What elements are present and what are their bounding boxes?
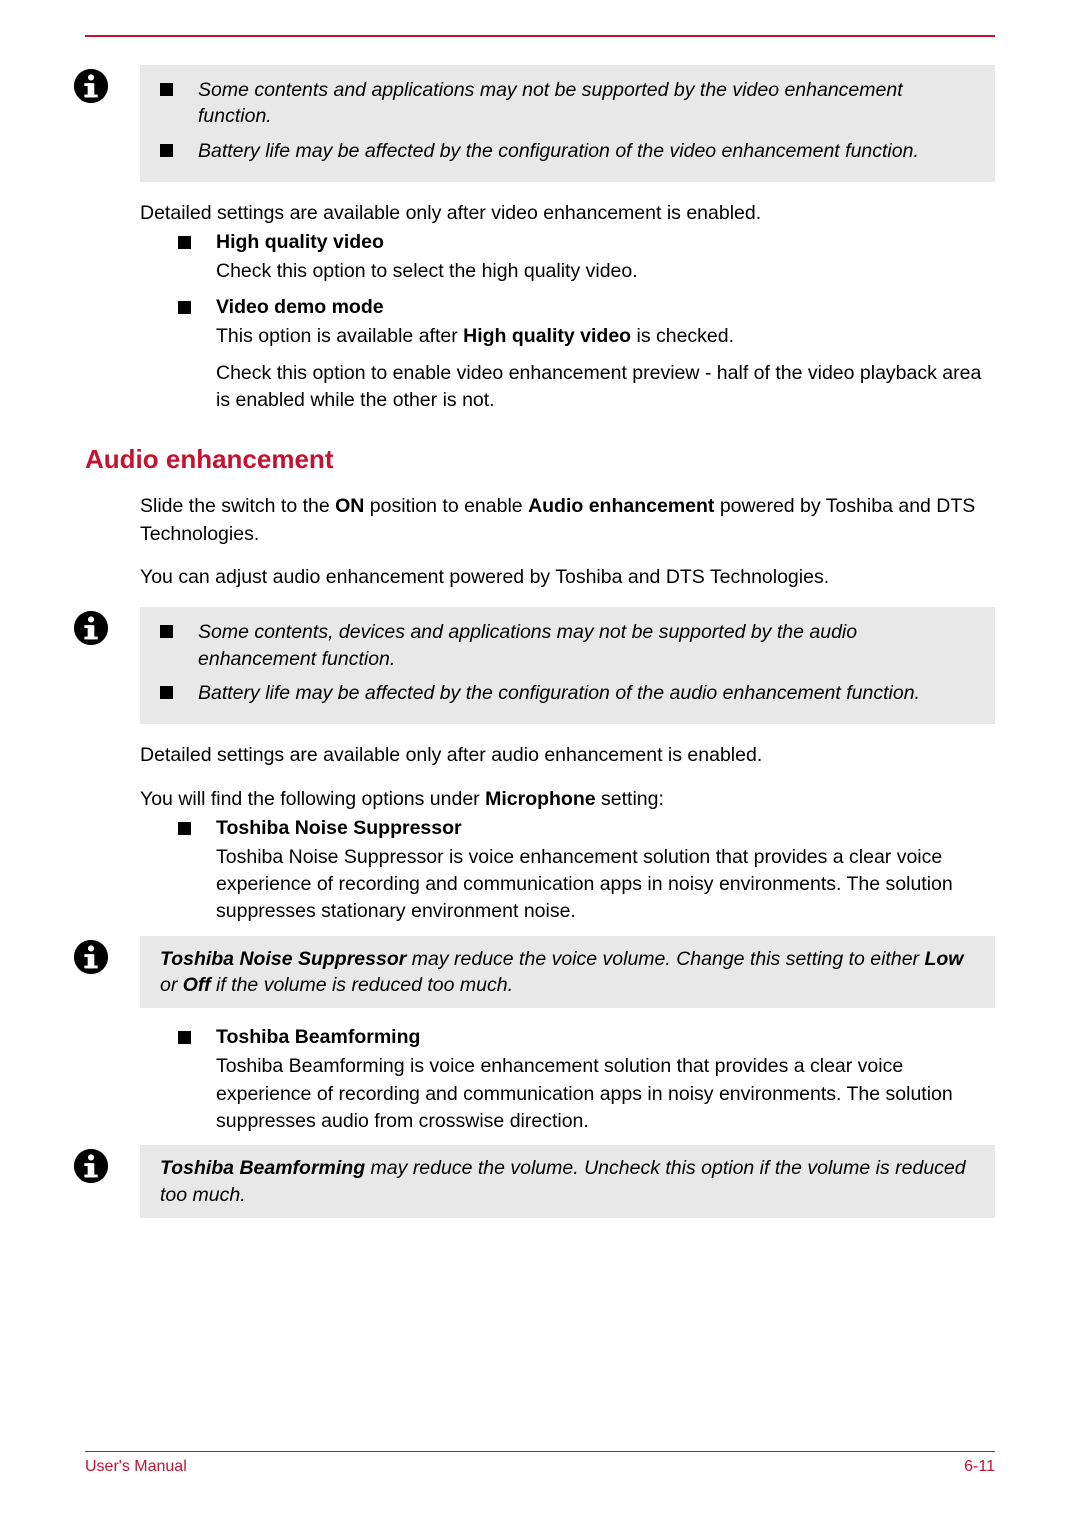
option-body: Check this option to enable video enhanc…: [216, 360, 995, 415]
content-area: Some contents and applications may not b…: [140, 65, 995, 1218]
bullet-icon: [160, 83, 173, 96]
bold-text: Off: [183, 974, 211, 996]
paragraph: Detailed settings are available only aft…: [140, 742, 995, 769]
page-footer: User's Manual 6-11: [85, 1451, 995, 1476]
paragraph: You can adjust audio enhancement powered…: [140, 564, 995, 591]
info-box-audio: Some contents, devices and applications …: [140, 607, 995, 724]
info-icon: [72, 67, 110, 105]
bold-text: ON: [335, 495, 364, 517]
info-text: Battery life may be affected by the conf…: [198, 138, 975, 164]
option-title: High quality video: [216, 231, 384, 254]
info-box-noise-suppressor: Toshiba Noise Suppressor may reduce the …: [140, 936, 995, 1009]
option-toshiba-noise-suppressor: Toshiba Noise Suppressor Toshiba Noise S…: [178, 817, 995, 926]
bullet-icon: [160, 144, 173, 157]
option-body: Toshiba Noise Suppressor is voice enhanc…: [216, 844, 995, 926]
info-box-video: Some contents and applications may not b…: [140, 65, 995, 182]
text: position to enable: [364, 495, 528, 517]
bullet-icon: [178, 822, 191, 835]
bullet-icon: [178, 301, 191, 314]
option-body: Toshiba Beamforming is voice enhancement…: [216, 1053, 995, 1135]
bold-text: Toshiba Noise Suppressor: [160, 948, 406, 970]
bold-text: Toshiba Beamforming: [160, 1157, 365, 1179]
top-rule: [85, 35, 995, 37]
option-title: Video demo mode: [216, 296, 384, 319]
info-text: Some contents and applications may not b…: [198, 77, 975, 130]
info-text: Battery life may be affected by the conf…: [198, 680, 975, 706]
info-box-beamforming: Toshiba Beamforming may reduce the volum…: [140, 1145, 995, 1218]
bullet-icon: [178, 236, 191, 249]
option-body: Check this option to select the high qua…: [216, 258, 995, 285]
info-text: Some contents, devices and applications …: [198, 619, 975, 672]
option-title: Toshiba Beamforming: [216, 1026, 420, 1049]
info-icon: [72, 609, 110, 647]
paragraph: You will find the following options unde…: [140, 786, 995, 813]
option-title: Toshiba Noise Suppressor: [216, 817, 462, 840]
text: Slide the switch to the: [140, 495, 335, 517]
bullet-icon: [160, 686, 173, 699]
bold-text: Microphone: [485, 788, 596, 810]
page: Some contents and applications may not b…: [0, 0, 1080, 1521]
option-toshiba-beamforming: Toshiba Beamforming Toshiba Beamforming …: [178, 1026, 995, 1135]
info-icon: [72, 938, 110, 976]
bold-text: High quality video: [463, 325, 631, 347]
section-heading-audio-enhancement: Audio enhancement: [85, 444, 995, 475]
bold-text: Low: [924, 948, 963, 970]
bold-text: Audio enhancement: [528, 495, 714, 517]
option-high-quality-video: High quality video Check this option to …: [178, 231, 995, 285]
text: or: [160, 974, 183, 996]
text: setting:: [596, 788, 664, 810]
list-item: Some contents, devices and applications …: [160, 619, 975, 672]
text: if the volume is reduced too much.: [211, 974, 513, 996]
option-body: This option is available after High qual…: [216, 323, 995, 350]
paragraph: Slide the switch to the ON position to e…: [140, 493, 995, 548]
list-item: Battery life may be affected by the conf…: [160, 680, 975, 706]
bullet-icon: [160, 625, 173, 638]
text: may reduce the voice volume. Change this…: [406, 948, 924, 970]
text: This option is available after: [216, 325, 463, 347]
text: You will find the following options unde…: [140, 788, 485, 810]
bullet-icon: [178, 1031, 191, 1044]
info-icon: [72, 1147, 110, 1185]
footer-right: 6-11: [964, 1458, 995, 1476]
list-item: Some contents and applications may not b…: [160, 77, 975, 130]
text: is checked.: [631, 325, 734, 347]
list-item: Battery life may be affected by the conf…: [160, 138, 975, 164]
option-video-demo-mode: Video demo mode This option is available…: [178, 296, 995, 415]
footer-left: User's Manual: [85, 1458, 187, 1476]
paragraph: Detailed settings are available only aft…: [140, 200, 995, 227]
